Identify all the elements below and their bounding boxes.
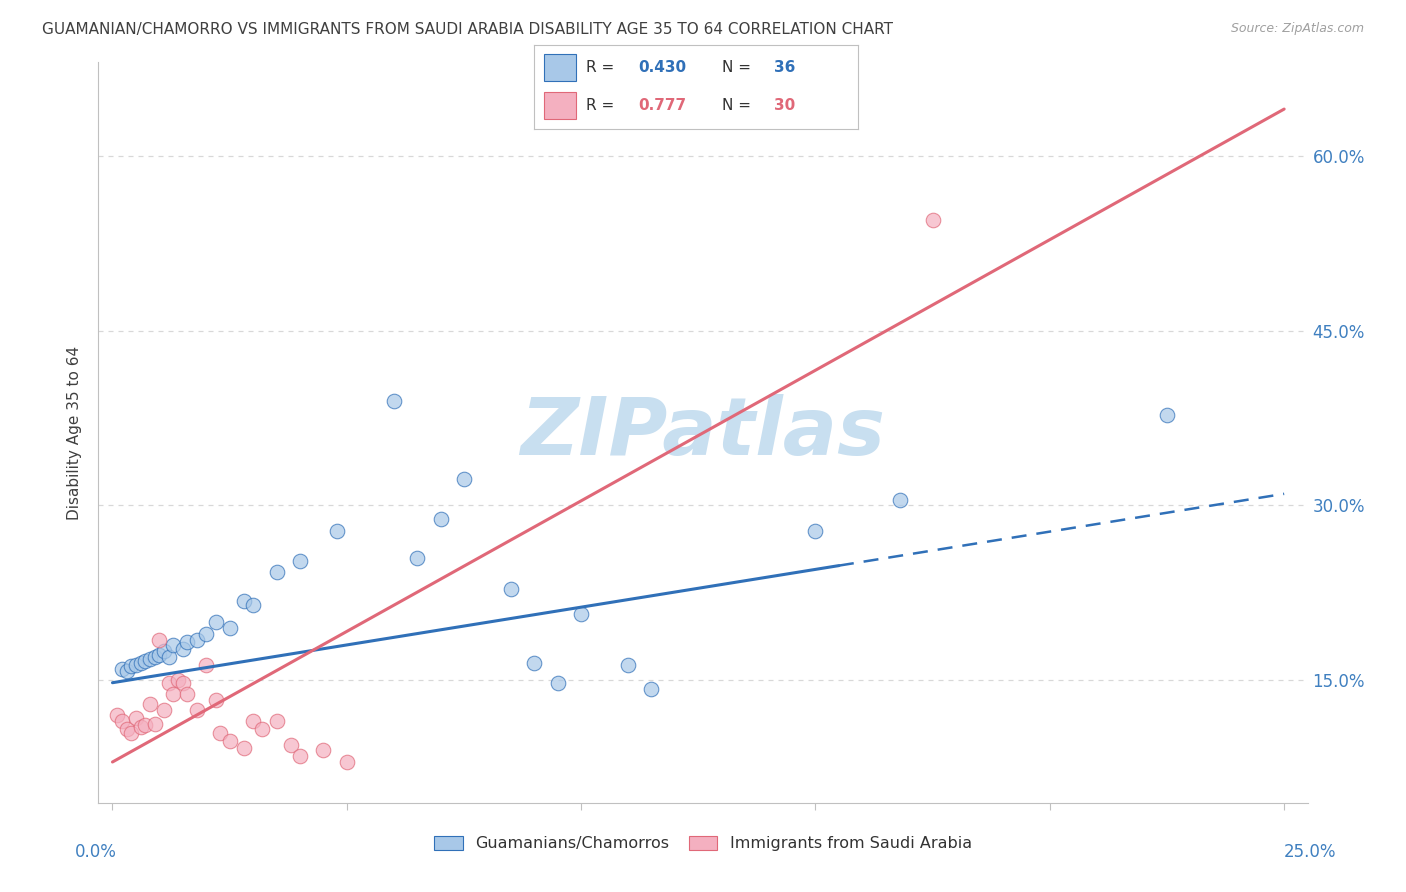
Text: 36: 36 [773, 60, 794, 75]
Point [125, 658, 148, 673]
Text: R =: R = [586, 98, 619, 113]
Point [143, 716, 166, 731]
Point [804, 524, 827, 538]
Point [288, 749, 311, 764]
Point [195, 626, 218, 640]
Point [1156, 408, 1178, 422]
Point [120, 726, 142, 740]
Point [143, 650, 166, 665]
Point [148, 632, 170, 647]
Point [129, 720, 152, 734]
Text: R =: R = [586, 60, 619, 75]
Point [640, 681, 662, 696]
Point [266, 714, 288, 729]
Point [617, 658, 640, 673]
Point [186, 702, 208, 716]
Point [139, 697, 162, 711]
Point [232, 741, 254, 756]
Point [186, 632, 208, 647]
Point [204, 693, 226, 707]
Point [172, 641, 194, 656]
Point [326, 524, 349, 538]
Text: 0.430: 0.430 [638, 60, 686, 75]
Point [204, 615, 226, 629]
Text: Source: ZipAtlas.com: Source: ZipAtlas.com [1230, 22, 1364, 36]
Point [195, 658, 218, 673]
Point [523, 656, 546, 670]
Bar [544, 54, 576, 81]
Point [453, 472, 475, 486]
Point [406, 551, 429, 566]
Point [157, 675, 180, 690]
Text: N =: N = [721, 60, 755, 75]
Point [134, 654, 156, 668]
Point [176, 635, 198, 649]
Text: N =: N = [721, 98, 755, 113]
Point [125, 711, 148, 725]
Point [172, 675, 194, 690]
Point [232, 594, 254, 608]
Point [547, 675, 569, 690]
Text: GUAMANIAN/CHAMORRO VS IMMIGRANTS FROM SAUDI ARABIA DISABILITY AGE 35 TO 64 CORRE: GUAMANIAN/CHAMORRO VS IMMIGRANTS FROM SA… [42, 22, 893, 37]
Point [569, 607, 592, 621]
Point [280, 738, 302, 752]
Point [134, 717, 156, 731]
Point [288, 554, 311, 568]
Point [336, 755, 359, 769]
Point [153, 644, 176, 658]
Point [162, 687, 184, 701]
Point [115, 664, 138, 678]
Point [111, 714, 134, 729]
Point [176, 687, 198, 701]
Point [889, 492, 911, 507]
Text: 0.777: 0.777 [638, 98, 686, 113]
Point [429, 512, 451, 526]
Point [162, 639, 184, 653]
Point [266, 565, 288, 579]
Point [120, 659, 142, 673]
Point [167, 673, 190, 688]
Point [312, 743, 335, 757]
Point [242, 598, 264, 612]
Point [105, 708, 128, 723]
Point [382, 393, 405, 408]
Text: 25.0%: 25.0% [1284, 843, 1337, 861]
Text: ZIPatlas: ZIPatlas [520, 393, 886, 472]
Legend: Guamanians/Chamorros, Immigrants from Saudi Arabia: Guamanians/Chamorros, Immigrants from Sa… [427, 830, 979, 858]
Point [921, 212, 943, 227]
Point [157, 650, 180, 665]
Y-axis label: Disability Age 35 to 64: Disability Age 35 to 64 [67, 345, 83, 520]
Point [209, 726, 232, 740]
Point [218, 734, 240, 748]
Point [242, 714, 264, 729]
Text: 30: 30 [773, 98, 794, 113]
Text: 0.0%: 0.0% [75, 843, 117, 861]
Point [111, 662, 134, 676]
Point [129, 656, 152, 670]
Point [115, 723, 138, 737]
Point [252, 723, 274, 737]
Point [218, 621, 240, 635]
Bar [544, 92, 576, 120]
Point [153, 702, 176, 716]
Point [139, 652, 162, 666]
Point [499, 582, 522, 597]
Point [148, 648, 170, 662]
